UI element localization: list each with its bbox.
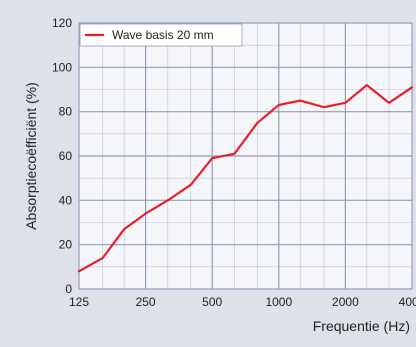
x-tick-label: 2000 [332,295,359,309]
y-tick-label: 60 [59,149,73,163]
series-line [77,83,414,273]
y-tick-label: 20 [59,238,73,252]
x-tick-label: 250 [136,295,156,309]
x-tick-label: 4000 [399,295,416,309]
y-tick-label: 80 [59,105,73,119]
grid [78,22,413,290]
legend-entry-label: Wave basis 20 mm [112,28,214,42]
y-tick-label: 120 [52,16,72,30]
x-tick-labels: 125 250 500 1000 2000 4000 [69,295,416,309]
y-tick-label: 0 [65,282,72,296]
y-tick-labels: 0 20 40 60 80 100 120 [52,16,72,296]
x-tick-label: 1000 [265,295,292,309]
legend-box [79,23,243,47]
y-tick-label: 40 [59,193,73,207]
x-axis-title: Frequentie (Hz) [313,318,410,334]
series-layer [77,83,414,273]
x-tick-label: 500 [202,295,222,309]
legend: Wave basis 20 mm [79,23,243,47]
x-tick-label: 125 [69,295,89,309]
y-axis-title: Absorptiecoëfficiënt (%) [23,82,39,230]
y-tick-label: 100 [52,60,72,74]
